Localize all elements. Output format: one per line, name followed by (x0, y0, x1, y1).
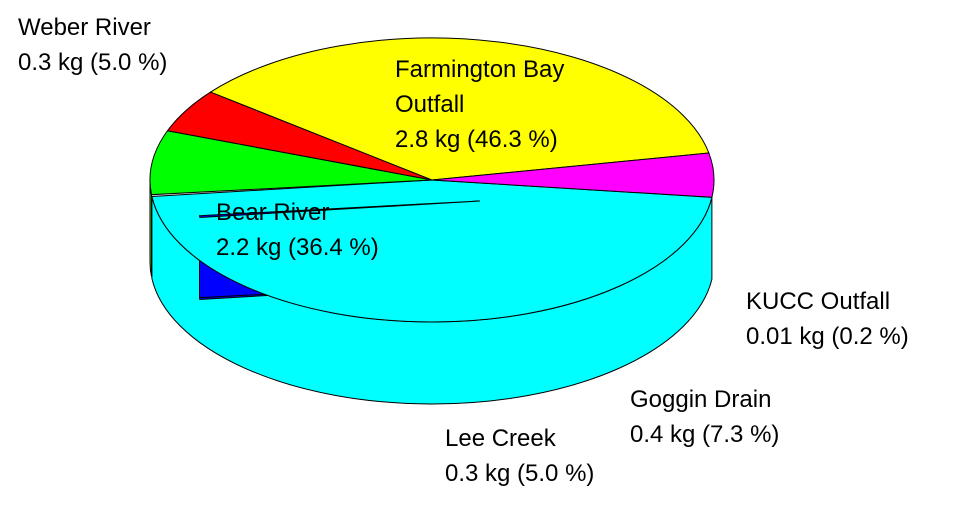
slice-value-kucc: 0.01 kg (0.2 %) (746, 323, 909, 350)
slice-value-weber: 0.3 kg (5.0 %) (18, 49, 167, 76)
slice-label-weber: Weber River 0.3 kg (5.0 %) (18, 14, 167, 76)
slice-label-kucc: KUCC Outfall 0.01 kg (0.2 %) (746, 288, 909, 350)
slice-label-bear: Bear River 2.2 kg (36.4 %) (216, 199, 379, 261)
slice-value-farmington: 2.8 kg (46.3 %) (395, 126, 558, 153)
slice-label-goggin: Goggin Drain 0.4 kg (7.3 %) (630, 386, 779, 448)
slice-name-kucc: KUCC Outfall (746, 288, 890, 315)
slice-name-farmington: Outfall (395, 91, 464, 118)
slice-value-lee: 0.3 kg (5.0 %) (445, 460, 594, 487)
slice-weber (431, 152, 715, 198)
slice-goggin (149, 130, 433, 196)
slice-labels: Farmington Bay Outfall 2.8 kg (46.3 %) KUCC… (18, 14, 909, 487)
pie-tops (149, 37, 715, 323)
slice-name-lee: Lee Creek (445, 425, 557, 452)
slice-name-weber: Weber River (18, 14, 151, 41)
slice-name-farmington: Farmington Bay (395, 56, 564, 83)
slice-value-goggin: 0.4 kg (7.3 %) (630, 421, 779, 448)
slice-farmington (151, 179, 713, 323)
slice-name-bear: Bear River (216, 199, 329, 226)
slice-bear (209, 37, 710, 181)
slice-kucc (198, 200, 481, 218)
slice-name-goggin: Goggin Drain (630, 386, 771, 413)
slice-label-lee: Lee Creek 0.3 kg (5.0 %) (445, 425, 594, 487)
slice-label-farmington: Farmington Bay Outfall 2.8 kg (46.3 %) (395, 56, 564, 153)
slice-value-bear: 2.2 kg (36.4 %) (216, 234, 379, 261)
